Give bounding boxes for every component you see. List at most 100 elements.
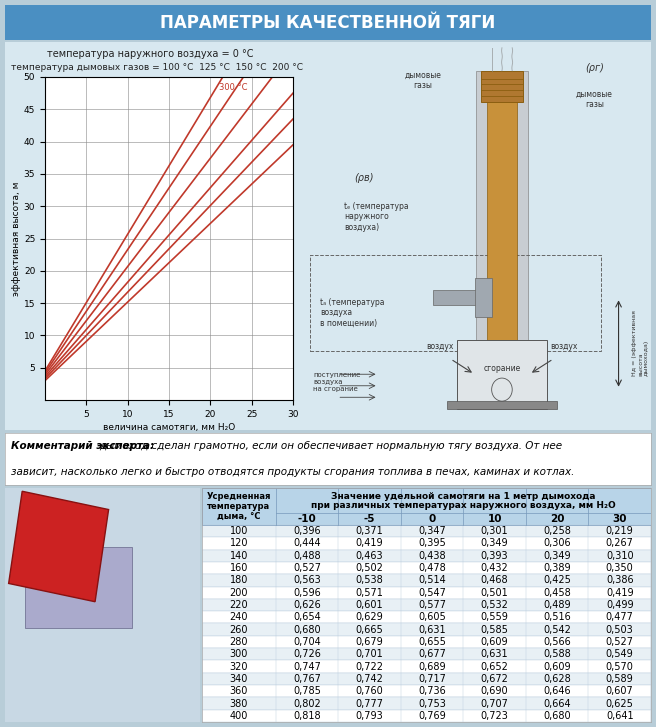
Bar [202,636,651,648]
Text: -5: -5 [364,514,375,523]
Text: температура дымовых газов = 100 °C  125 °C  150 °C  200 °C  250 °C: температура дымовых газов = 100 °C 125 °… [10,63,339,73]
Text: 0,516: 0,516 [543,612,571,622]
Text: 0,527: 0,527 [293,563,321,573]
Text: 0,628: 0,628 [543,674,571,684]
Text: Комментарий эксперта:: Комментарий эксперта: [11,441,155,451]
Bar [202,599,651,611]
Text: 260: 260 [230,624,248,635]
Text: 0,818: 0,818 [293,711,321,721]
Text: 0,419: 0,419 [356,539,383,548]
Text: 0,609: 0,609 [481,637,508,647]
Text: при различных температурах наружного воздуха, мм Н₂О: при различных температурах наружного воз… [311,501,616,510]
Text: 0,679: 0,679 [356,637,384,647]
Text: 200: 200 [230,587,248,598]
Text: поступление
воздуха
на сгорание: поступление воздуха на сгорание [314,372,361,392]
Bar [434,290,485,305]
Text: 0,542: 0,542 [543,624,571,635]
Text: 0,371: 0,371 [356,526,384,536]
Text: 0: 0 [428,514,436,523]
Bar [202,574,651,587]
Text: 340: 340 [230,674,248,684]
Text: 0,419: 0,419 [606,587,634,598]
Bar [202,685,651,697]
Text: 0,532: 0,532 [481,600,508,610]
Text: ПАРАМЕТРЫ КАЧЕСТВЕННОЙ ТЯГИ: ПАРАМЕТРЫ КАЧЕСТВЕННОЙ ТЯГИ [160,14,496,31]
Text: 0,563: 0,563 [293,575,321,585]
Text: 0,609: 0,609 [543,662,571,672]
Bar [482,71,523,102]
Bar [457,340,546,409]
Text: 0,444: 0,444 [293,539,321,548]
Text: 0,458: 0,458 [543,587,571,598]
Y-axis label: эффективная высота, м: эффективная высота, м [12,181,21,296]
Text: 20: 20 [550,514,564,523]
Text: 0,625: 0,625 [605,699,634,709]
Text: tₑ (температура
наружного
воздуха): tₑ (температура наружного воздуха) [344,202,409,232]
Bar [202,672,651,685]
Text: 0,701: 0,701 [356,649,384,659]
Bar [476,71,527,409]
Text: 0,802: 0,802 [293,699,321,709]
Text: 0,652: 0,652 [481,662,508,672]
Text: 0,596: 0,596 [293,587,321,598]
Text: 0,438: 0,438 [419,551,446,561]
Text: 0,267: 0,267 [605,539,634,548]
Text: 360: 360 [230,686,248,696]
Text: 0,306: 0,306 [543,539,571,548]
Text: 0,301: 0,301 [481,526,508,536]
Text: 0,607: 0,607 [606,686,634,696]
Text: 0,736: 0,736 [419,686,446,696]
Text: 220: 220 [230,600,248,610]
Text: 0,672: 0,672 [481,674,508,684]
Text: 0,432: 0,432 [481,563,508,573]
Text: 0,559: 0,559 [481,612,508,622]
Text: Усредненная
температура
дыма, °С: Усредненная температура дыма, °С [207,491,271,521]
Text: (ρв): (ρв) [354,174,374,183]
Text: 0,680: 0,680 [543,711,571,721]
Bar [447,401,557,409]
Text: 0,664: 0,664 [543,699,571,709]
Text: 0,463: 0,463 [356,551,383,561]
Text: 0,468: 0,468 [481,575,508,585]
Text: 0,527: 0,527 [605,637,634,647]
Bar [202,550,651,562]
Text: 0,219: 0,219 [606,526,634,536]
Text: 320: 320 [230,662,248,672]
Text: 180: 180 [230,575,248,585]
Text: 30: 30 [613,514,627,523]
Bar [310,255,602,351]
Text: 0,577: 0,577 [418,600,446,610]
Text: 0,690: 0,690 [481,686,508,696]
Text: 0,514: 0,514 [419,575,446,585]
Text: 0,601: 0,601 [356,600,383,610]
Text: 120: 120 [230,539,248,548]
Text: воздух: воздух [426,342,454,351]
Text: 0,717: 0,717 [418,674,446,684]
Text: 0,488: 0,488 [293,551,321,561]
Text: 0,723: 0,723 [481,711,508,721]
Text: 0,707: 0,707 [481,699,508,709]
Text: 300 °C: 300 °C [218,84,247,92]
Bar [202,710,651,722]
Text: 0,549: 0,549 [606,649,634,659]
Text: зависит, насколько легко и быстро отводятся продукты сгорания топлива в печах, к: зависит, насколько легко и быстро отводя… [11,467,575,477]
Bar [202,660,651,672]
Text: (ρг): (ρг) [585,63,604,73]
Text: 400: 400 [230,711,248,721]
Text: Hд = (эффективная
высота
дымохода): Hд = (эффективная высота дымохода) [632,310,649,377]
Text: 0,258: 0,258 [543,526,571,536]
Text: 0,588: 0,588 [543,649,571,659]
Bar [202,611,651,624]
Bar [202,562,651,574]
Text: 100: 100 [230,526,248,536]
Bar [202,537,651,550]
Text: 0,425: 0,425 [543,575,571,585]
Bar [9,491,109,602]
Bar [202,624,651,636]
Text: 300: 300 [230,649,248,659]
Text: 160: 160 [230,563,248,573]
Bar [24,547,132,628]
Bar [202,648,651,660]
Text: воздух: воздух [550,342,577,351]
Text: 0,785: 0,785 [293,686,321,696]
